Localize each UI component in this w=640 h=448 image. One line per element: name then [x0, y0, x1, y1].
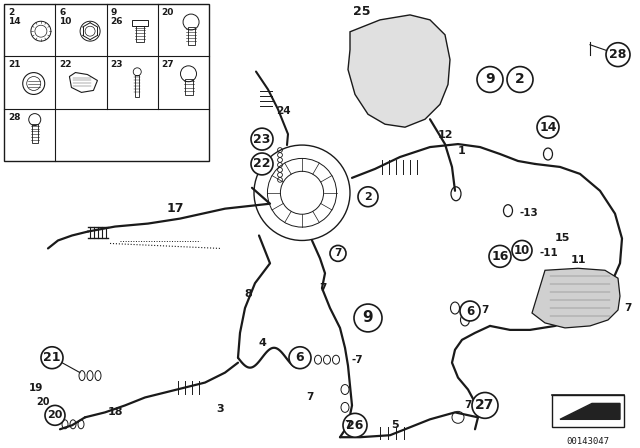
Text: 10: 10 — [60, 17, 72, 26]
Text: 28: 28 — [8, 112, 20, 121]
Bar — [136, 26, 144, 42]
Circle shape — [537, 116, 559, 138]
Text: 24: 24 — [276, 106, 291, 116]
Bar — [184, 79, 193, 95]
Circle shape — [606, 43, 630, 67]
Text: 19: 19 — [29, 383, 43, 392]
Text: 2: 2 — [364, 192, 372, 202]
Bar — [4, 4, 209, 161]
Text: 23: 23 — [111, 60, 123, 69]
Text: 20: 20 — [162, 8, 174, 17]
Bar — [32, 124, 38, 143]
Circle shape — [45, 405, 65, 425]
Circle shape — [358, 187, 378, 207]
Text: 7: 7 — [319, 283, 326, 293]
Text: 7: 7 — [464, 401, 472, 410]
Bar — [552, 396, 624, 427]
Circle shape — [489, 246, 511, 267]
Text: 9: 9 — [485, 73, 495, 86]
Circle shape — [343, 414, 367, 437]
Text: 23: 23 — [253, 133, 271, 146]
Text: 9: 9 — [363, 310, 373, 325]
Text: 18: 18 — [108, 407, 123, 418]
Text: 20: 20 — [47, 410, 63, 420]
Polygon shape — [348, 15, 450, 127]
Text: 21: 21 — [8, 60, 20, 69]
Circle shape — [477, 67, 503, 92]
Text: 7: 7 — [307, 392, 314, 402]
Text: 4: 4 — [258, 338, 266, 348]
Bar — [188, 27, 195, 45]
Circle shape — [289, 347, 311, 369]
Circle shape — [472, 392, 498, 418]
Text: 7: 7 — [624, 303, 632, 313]
Text: 3: 3 — [216, 405, 224, 414]
Circle shape — [41, 347, 63, 369]
Text: 1: 1 — [458, 146, 466, 156]
Text: 2: 2 — [515, 73, 525, 86]
Text: 6: 6 — [466, 305, 474, 318]
Text: 17: 17 — [166, 202, 184, 215]
Text: 22: 22 — [60, 60, 72, 69]
Circle shape — [251, 153, 273, 175]
Bar — [135, 75, 140, 97]
Text: 11: 11 — [570, 255, 586, 265]
Polygon shape — [532, 268, 620, 328]
Text: -13: -13 — [520, 207, 539, 218]
Text: 6: 6 — [60, 8, 65, 17]
Text: 22: 22 — [253, 157, 271, 170]
Text: 7: 7 — [344, 420, 352, 430]
Text: 12: 12 — [437, 130, 452, 140]
Text: 10: 10 — [514, 244, 530, 257]
Text: 27: 27 — [476, 398, 495, 413]
Circle shape — [251, 128, 273, 150]
Text: 15: 15 — [555, 233, 570, 243]
Circle shape — [330, 246, 346, 261]
Circle shape — [507, 67, 533, 92]
Text: 6: 6 — [296, 351, 304, 364]
Circle shape — [460, 301, 480, 321]
Text: 20: 20 — [36, 397, 50, 407]
Text: 9: 9 — [111, 8, 117, 17]
Text: 8: 8 — [244, 289, 252, 299]
Text: 14: 14 — [540, 121, 557, 134]
Circle shape — [354, 304, 382, 332]
Text: 25: 25 — [353, 5, 371, 18]
Text: 7: 7 — [481, 305, 489, 315]
Text: 5: 5 — [391, 420, 399, 430]
Text: 26: 26 — [111, 17, 123, 26]
Text: 16: 16 — [492, 250, 509, 263]
Text: -7: -7 — [352, 355, 364, 365]
Text: 2: 2 — [8, 8, 14, 17]
Text: 27: 27 — [162, 60, 174, 69]
Text: -11: -11 — [540, 248, 559, 258]
Text: 28: 28 — [609, 48, 627, 61]
Circle shape — [512, 241, 532, 260]
Bar — [132, 20, 148, 26]
Text: 7: 7 — [334, 248, 342, 258]
Polygon shape — [560, 404, 620, 419]
Text: 21: 21 — [44, 351, 61, 364]
Text: 14: 14 — [8, 17, 20, 26]
Text: 00143047: 00143047 — [566, 437, 609, 446]
Text: 26: 26 — [346, 419, 364, 432]
